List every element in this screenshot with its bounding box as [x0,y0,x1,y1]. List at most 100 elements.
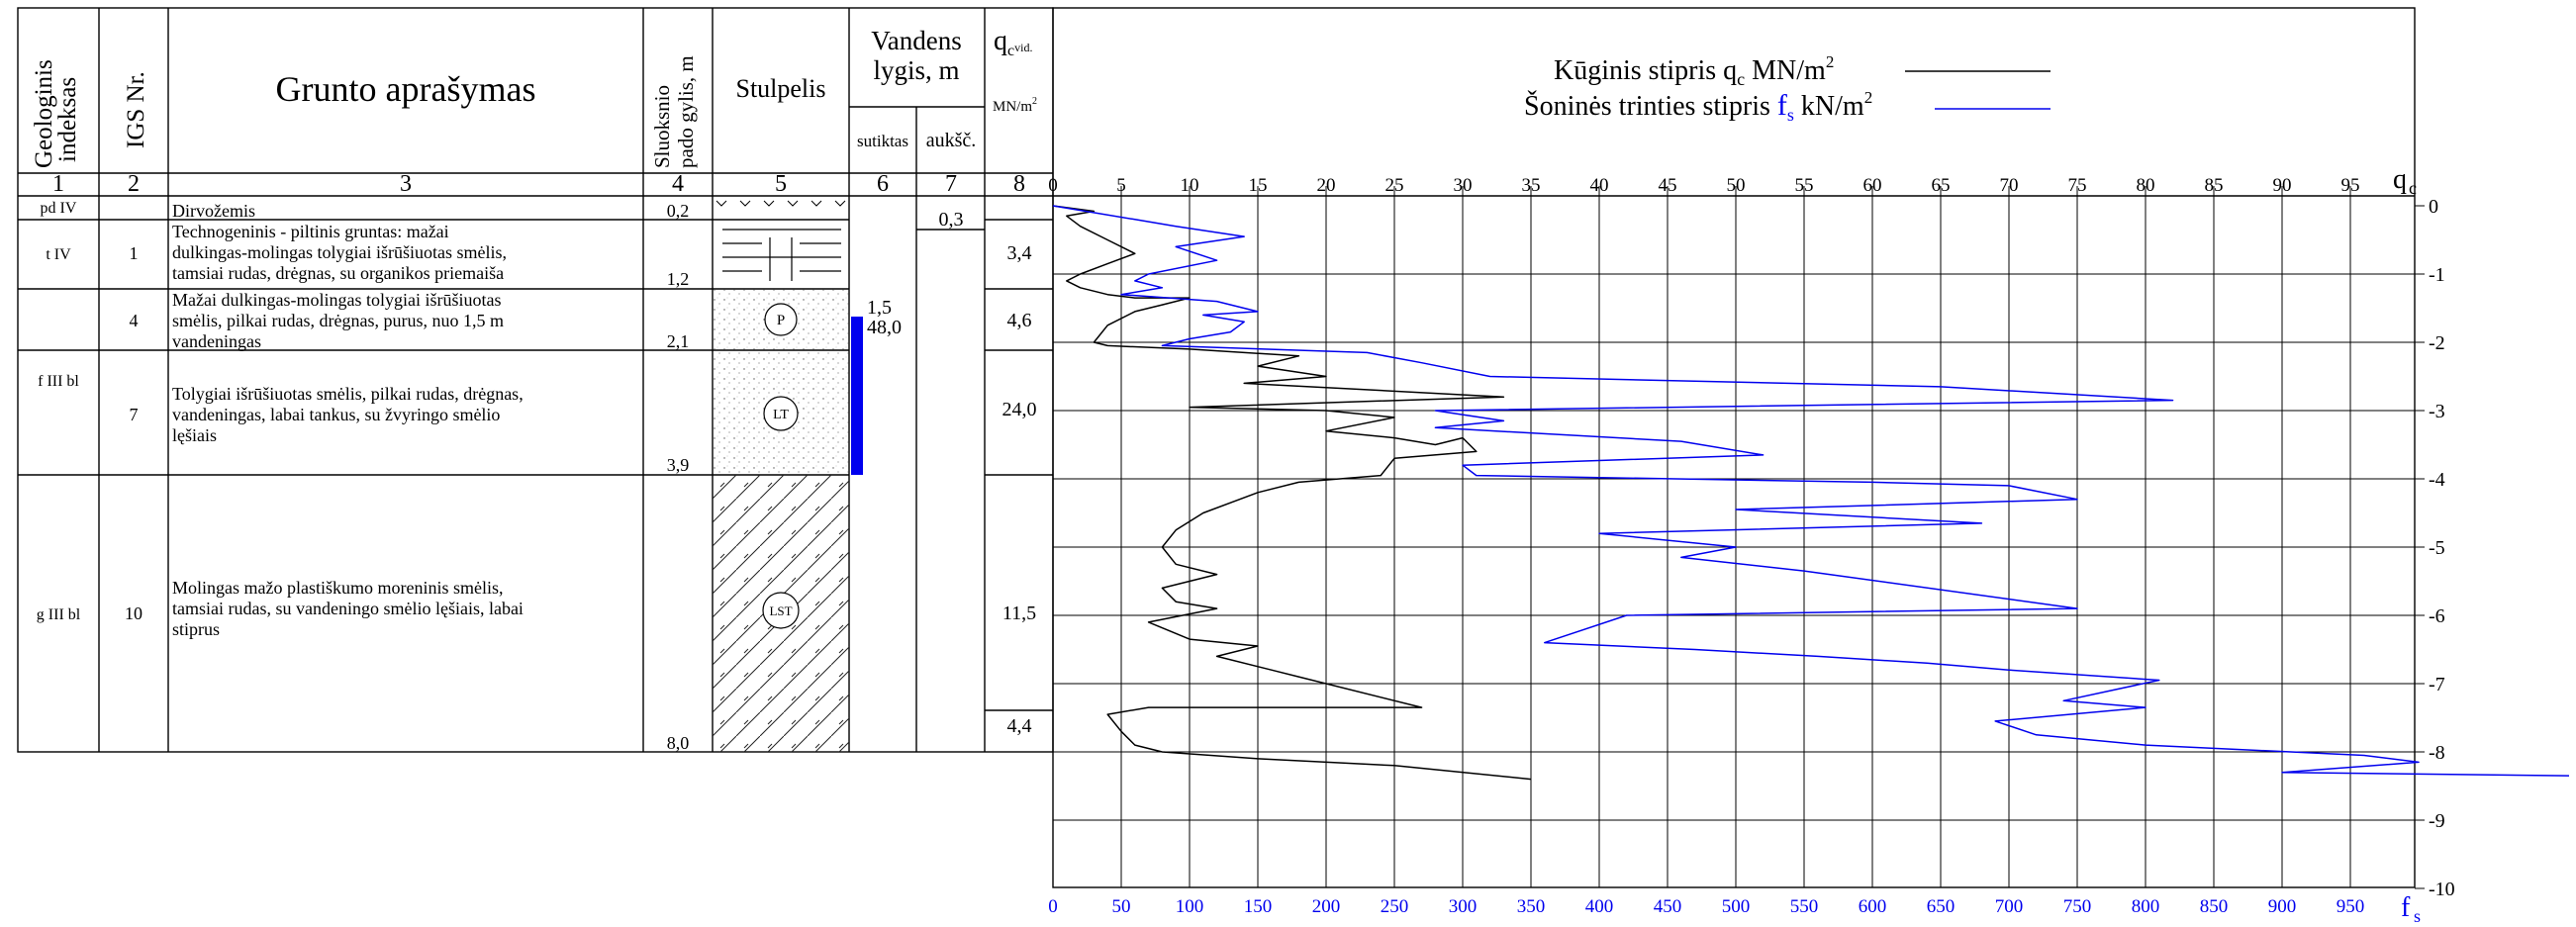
lithology-symbol-lst: LST [762,592,800,629]
header-geological-index-line1: Geologinis [31,59,57,168]
chart-top-tick-label: 30 [1454,175,1473,196]
chart-top-tick-label: 75 [2068,175,2087,196]
chart-top-tick-label: 45 [1659,175,1677,196]
chart-bottom-tick-label: 300 [1449,896,1478,917]
layer-description-line: Molingas mažo plastiškumo moreninis smėl… [172,578,503,598]
column-number-3: 3 [400,171,412,197]
column-number-2: 2 [128,171,140,197]
chart-top-tick-label: 40 [1590,175,1609,196]
layer-index: g III bl [37,606,81,623]
layer-description-line: smėlis, pilkai rudas, drėgnas, purus, nu… [172,311,504,330]
legend-qc-label: Kūginis stipris qc MN/m2 [1554,52,1834,89]
penetration-chart: Kūginis stipris qc MN/m2 Šoninės trintie… [1048,7,2570,926]
header-water-encountered: sutiktas [857,132,908,150]
column-number-5: 5 [775,171,787,197]
lithology-topsoil [716,200,846,207]
chart-top-tick-label: 55 [1795,175,1814,196]
layer-index: t IV [46,246,71,263]
chart-bottom-tick-label: 450 [1654,896,1682,917]
chart-top-tick-label: 85 [2205,175,2224,196]
chart-ticks: 0 5 10 15 20 25 30 35 40 45 50 55 60 65 70 75 80 85 90 950 5… [1048,164,2454,926]
chart-bottom-tick-label: 650 [1927,896,1956,917]
chart-bottom-tick-label: 400 [1585,896,1614,917]
chart-depth-tick-label: -4 [2429,469,2445,491]
chart-bottom-tick-label: 550 [1790,896,1819,917]
chart-bottom-tick-label: 950 [2337,896,2365,917]
layer-description-line: lęšiais [172,425,217,445]
chart-depth-tick-label: -10 [2429,879,2455,900]
water-extra-value: 48,0 [867,317,902,338]
chart-top-tick-label: 65 [1932,175,1951,196]
legend-fs-label: Šoninės trinties stipris fs kN/m2 [1524,88,1872,125]
chart-top-tick-label: 25 [1385,175,1404,196]
layer-description-line: vandeningas, labai tankus, su žvyringo s… [172,405,500,424]
water-bar [851,317,863,475]
layer-igs-number: 7 [130,405,139,424]
extra-qc-average: 4,4 [1007,715,1032,737]
chart-top-axis-sub: c [2409,178,2417,198]
chart-bottom-tick-label: 850 [2200,896,2229,917]
chart-bottom-tick-label: 750 [2063,896,2092,917]
layer-description-line: Dirvožemis [172,201,255,221]
layer-description-line: dulkingas-molingas tolygiai išrūšiuotas … [172,242,507,262]
qc-series-line [1052,205,1532,781]
column-number-4: 4 [672,171,684,197]
layer-description-line: Tolygiai išrūšiuotas smėlis, pilkai ruda… [172,384,524,404]
layer-index: pd IV [41,200,77,217]
lithology-symbol-label: LT [773,408,789,422]
layer-qc-average: 3,4 [1007,242,1032,264]
header-soil-description: Grunto aprašymas [276,69,536,109]
chart-top-tick-label: 60 [1863,175,1882,196]
header-layer-depth-line1: Sluoksnio [650,85,674,168]
header-water-level-line2: lygis, m [873,55,959,85]
chart-bottom-tick-label: 250 [1381,896,1409,917]
layer-rows: pd IV Dirvožemis 0,2 t IV 1 Technogenini… [37,200,1037,753]
layer-description-line: Technogeninis - piltinis gruntas: mažai [172,222,449,241]
chart-depth-tick-label: -2 [2429,332,2445,354]
chart-bottom-tick-label: 50 [1112,896,1131,917]
chart-depth-tick-label: 0 [2429,196,2438,218]
layer-igs-number: 4 [130,311,139,330]
layer-index: f III bl [38,373,79,390]
layer-description-line: stiprus [172,619,220,639]
layer-qc-average: 24,0 [1002,399,1037,420]
layer-depth: 8,0 [667,733,690,753]
chart-top-tick-label: 10 [1181,175,1199,196]
log-table-grid [17,7,1054,753]
header-water-level-line1: Vandens [871,26,961,55]
layer-description-line: Mažai dulkingas-molingas tolygiai išrūši… [172,290,501,310]
layer-description-line: vandeningas [172,331,261,351]
chart-bottom-axis-sub: s [2414,906,2421,926]
chart-depth-tick-label: -8 [2429,742,2445,764]
chart-top-tick-label: 35 [1522,175,1541,196]
chart-top-tick-label: 20 [1317,175,1336,196]
layer-description-line: tamsiai rudas, drėgnas, su organikos pri… [172,263,504,283]
chart-bottom-tick-label: 200 [1312,896,1341,917]
chart-bottom-tick-label: 150 [1244,896,1273,917]
chart-top-axis-label: q [2393,164,2407,195]
chart-top-tick-label: 70 [2000,175,2019,196]
layer-depth: 1,2 [667,269,690,289]
lithology-symbol-p: P [764,303,798,336]
chart-top-tick-label: 50 [1727,175,1746,196]
chart-top-tick-label: 0 [1048,175,1058,196]
column-number-6: 6 [877,171,889,197]
chart-bottom-tick-label: 800 [2132,896,2160,917]
layer-depth: 0,2 [667,201,690,221]
chart-frame [1052,7,2416,888]
chart-bottom-tick-label: 600 [1859,896,1887,917]
chart-series [1052,205,2570,781]
chart-bottom-axis-label: f [2401,892,2411,923]
layer-qc-average: 4,6 [1007,310,1032,331]
chart-grid [1052,7,2425,889]
layer-depth: 3,9 [667,455,690,475]
layer-qc-average: 11,5 [1002,603,1036,624]
column-numbers: 1 2 3 4 5 6 7 8 [52,171,1025,197]
layer-igs-number: 1 [130,243,139,263]
chart-depth-tick-label: -9 [2429,810,2445,832]
chart-bottom-tick-label: 500 [1722,896,1751,917]
lithology-column: P LT LST [713,200,849,752]
layer-description-line: tamsiai rudas, su vandeningo smėlio lęši… [172,599,524,618]
chart-bottom-tick-label: 100 [1176,896,1204,917]
